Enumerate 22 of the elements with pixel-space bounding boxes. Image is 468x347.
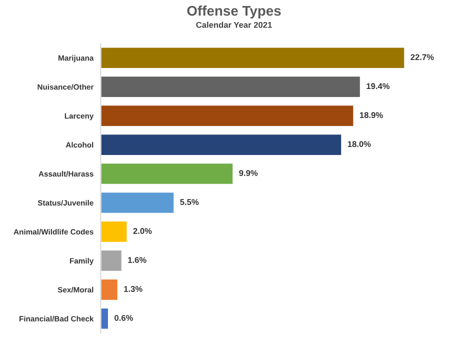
bar — [100, 191, 176, 214]
bar — [100, 104, 355, 128]
data-label: 18.0% — [348, 141, 371, 148]
data-label: 2.0% — [133, 228, 152, 234]
bar — [100, 46, 406, 70]
data-label: 19.4% — [366, 83, 390, 90]
data-label: 5.5% — [180, 199, 199, 205]
data-label: 22.7% — [410, 54, 434, 60]
bar — [100, 162, 234, 186]
bar — [100, 249, 123, 272]
bar — [100, 278, 119, 302]
data-label: 0.6% — [114, 314, 133, 321]
data-label: 9.9% — [239, 170, 258, 176]
bar — [100, 133, 343, 156]
data-label: 1.3% — [124, 286, 142, 292]
bar — [100, 220, 128, 244]
chart-title: Offense Types — [187, 6, 281, 18]
bar — [100, 75, 362, 98]
data-label: 18.9% — [360, 112, 383, 118]
chart-subtitle: Calendar Year 2021 — [196, 22, 272, 28]
data-label: 1.6% — [128, 257, 146, 263]
bar — [100, 307, 110, 330]
